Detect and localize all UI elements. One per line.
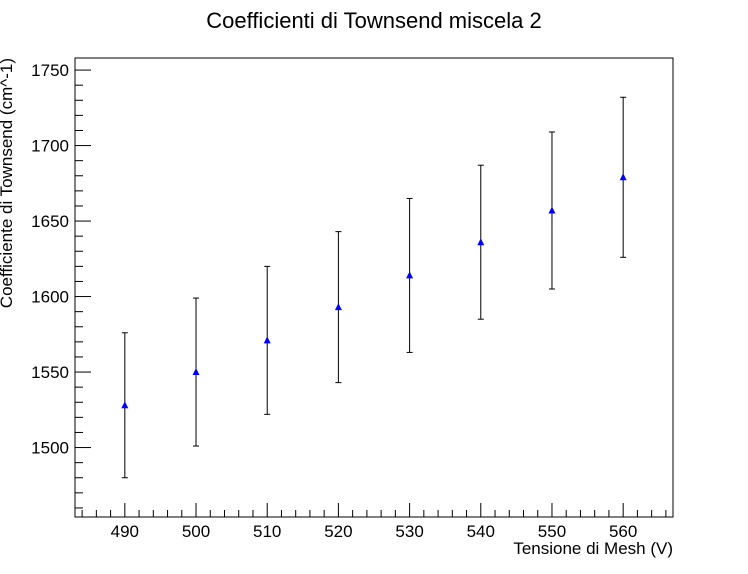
plot-frame <box>74 57 674 518</box>
y-tick-label: 1500 <box>31 439 69 458</box>
y-tick-label: 1650 <box>31 212 69 231</box>
data-marks <box>121 96 627 479</box>
x-tick-label: 560 <box>609 522 637 541</box>
data-point <box>619 173 627 181</box>
y-axis-label: Coefficiente di Townsend (cm^-1) <box>0 58 16 308</box>
y-tick-label: 1700 <box>31 137 69 156</box>
x-tick-label: 550 <box>538 522 566 541</box>
data-point <box>192 368 200 376</box>
axes: 490 500 510 520 530 540 550 560 1500 1550 1600 1650… <box>31 61 667 541</box>
data-point <box>548 206 556 214</box>
x-tick-label: 490 <box>111 522 139 541</box>
x-tick-label: 520 <box>324 522 352 541</box>
x-axis-label: Tensione di Mesh (V) <box>513 539 673 558</box>
data-point <box>477 238 485 246</box>
x-tick-label: 530 <box>395 522 423 541</box>
x-tick-label: 540 <box>467 522 495 541</box>
chart-title: Coefficienti di Townsend miscela 2 <box>206 8 541 33</box>
y-tick-label: 1750 <box>31 61 69 80</box>
x-tick-label: 510 <box>253 522 281 541</box>
data-point <box>406 271 414 279</box>
y-tick-label: 1600 <box>31 288 69 307</box>
data-point <box>263 336 271 344</box>
x-tick-label: 500 <box>182 522 210 541</box>
y-tick-label: 1550 <box>31 363 69 382</box>
data-point <box>334 303 342 311</box>
data-point <box>121 401 129 409</box>
